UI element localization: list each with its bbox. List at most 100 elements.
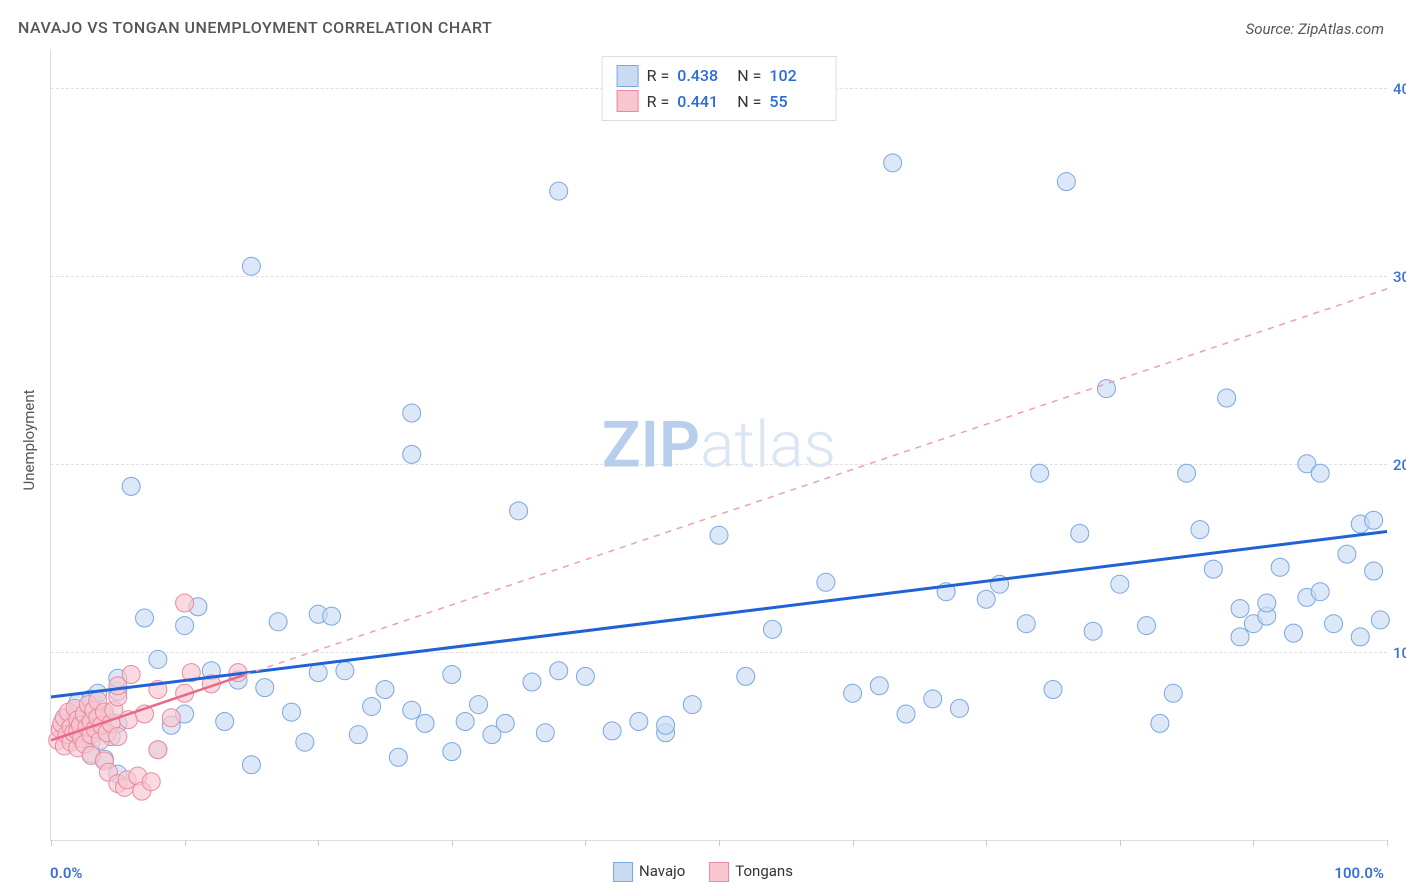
data-point — [977, 590, 995, 608]
r-value-navajo: 0.438 — [677, 63, 729, 89]
data-point — [924, 690, 942, 708]
data-point — [550, 662, 568, 680]
n-label: N = — [737, 63, 761, 89]
data-point — [242, 756, 260, 774]
data-point — [496, 714, 514, 732]
r-value-tongans: 0.441 — [677, 89, 729, 115]
data-point — [1044, 681, 1062, 699]
legend-item-navajo: Navajo — [613, 862, 685, 882]
x-tick — [853, 840, 854, 846]
data-point — [1191, 521, 1209, 539]
data-point — [363, 697, 381, 715]
y-tick-label: 40.0% — [1393, 80, 1406, 98]
data-point — [269, 613, 287, 631]
x-tick — [318, 840, 319, 846]
data-point — [136, 609, 154, 627]
n-value-tongans: 55 — [769, 89, 821, 115]
x-tick — [1253, 840, 1254, 846]
data-point — [349, 726, 367, 744]
data-point — [149, 650, 167, 668]
legend-swatch-tongans — [709, 862, 729, 882]
data-point — [1218, 389, 1236, 407]
data-point — [1351, 628, 1369, 646]
data-point — [817, 573, 835, 591]
data-point — [309, 664, 327, 682]
data-point — [1231, 628, 1249, 646]
data-point — [122, 477, 140, 495]
data-point — [630, 713, 648, 731]
data-point — [470, 696, 488, 714]
data-point — [1057, 173, 1075, 191]
data-point — [296, 733, 314, 751]
data-point — [1164, 684, 1182, 702]
data-point — [336, 662, 354, 680]
x-tick — [1120, 840, 1121, 846]
data-point — [176, 617, 194, 635]
x-tick — [51, 840, 52, 846]
stats-row-tongans: R = 0.441 N = 55 — [617, 89, 822, 115]
data-point — [389, 748, 407, 766]
data-point — [1365, 562, 1383, 580]
data-point — [282, 703, 300, 721]
data-point — [1325, 615, 1343, 633]
data-point — [142, 773, 160, 791]
data-point — [1178, 464, 1196, 482]
plot-svg — [51, 50, 1387, 840]
data-point — [1017, 615, 1035, 633]
data-point — [763, 620, 781, 638]
series-legend: Navajo Tongans — [613, 862, 793, 882]
data-point — [737, 667, 755, 685]
legend-label-tongans: Tongans — [735, 862, 793, 880]
chart-title: NAVAJO VS TONGAN UNEMPLOYMENT CORRELATIO… — [18, 18, 492, 37]
y-tick-label: 30.0% — [1393, 268, 1406, 286]
data-point — [603, 722, 621, 740]
data-point — [1138, 617, 1156, 635]
data-point — [1371, 611, 1389, 629]
data-point — [1111, 575, 1129, 593]
stats-row-navajo: R = 0.438 N = 102 — [617, 63, 822, 89]
data-point — [550, 182, 568, 200]
data-point — [443, 665, 461, 683]
x-tick — [719, 840, 720, 846]
x-axis-min-label: 0.0% — [50, 864, 82, 882]
data-point — [122, 665, 140, 683]
data-point — [162, 709, 180, 727]
data-point — [216, 713, 234, 731]
data-point — [1071, 524, 1089, 542]
data-point — [884, 154, 902, 172]
data-point — [1365, 511, 1383, 529]
y-axis-label: Unemployment — [20, 389, 38, 490]
data-point — [870, 677, 888, 695]
data-point — [443, 743, 461, 761]
x-tick — [185, 840, 186, 846]
data-point — [1338, 545, 1356, 563]
data-point — [657, 716, 675, 734]
data-point — [1311, 583, 1329, 601]
y-tick-label: 10.0% — [1393, 644, 1406, 662]
swatch-navajo — [617, 65, 639, 87]
data-point — [523, 673, 541, 691]
data-point — [576, 667, 594, 685]
legend-label-navajo: Navajo — [639, 862, 685, 880]
x-axis-max-label: 100.0% — [1334, 864, 1384, 882]
data-point — [1311, 464, 1329, 482]
data-point — [176, 594, 194, 612]
data-point — [456, 713, 474, 731]
data-point — [950, 699, 968, 717]
data-point — [844, 684, 862, 702]
data-point — [1151, 714, 1169, 732]
trend-line — [245, 289, 1387, 675]
data-point — [323, 607, 341, 625]
legend-item-tongans: Tongans — [709, 862, 793, 882]
data-point — [242, 257, 260, 275]
data-point — [256, 679, 274, 697]
data-point — [1271, 558, 1289, 576]
data-point — [1284, 624, 1302, 642]
x-tick — [986, 840, 987, 846]
data-point — [149, 741, 167, 759]
source-label: Source: ZipAtlas.com — [1246, 20, 1384, 38]
trend-line — [51, 532, 1387, 698]
data-point — [1084, 622, 1102, 640]
data-point — [710, 526, 728, 544]
data-point — [376, 681, 394, 699]
